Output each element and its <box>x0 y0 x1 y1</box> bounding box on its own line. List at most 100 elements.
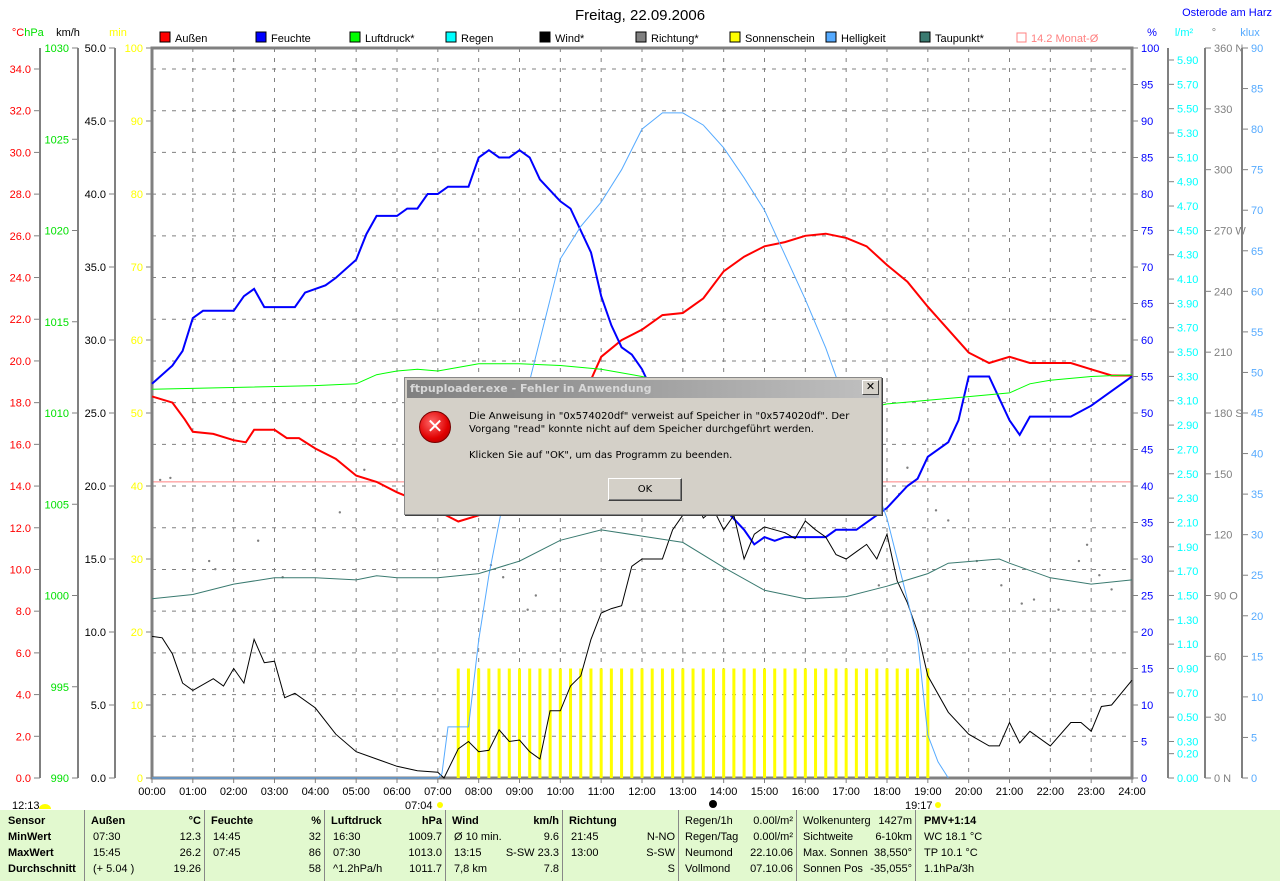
legend-swatch <box>919 31 931 43</box>
pmv-column: PMV+1:14 WC 18.1 °C TP 10.1 °C 1.1hPa/3h <box>915 810 1280 881</box>
sunshine-bar <box>732 668 736 778</box>
label: Vollmond <box>685 863 731 875</box>
tick-label: 5.70 <box>1177 79 1198 91</box>
column-aussen: Außen °C 07:30 12.3 15:45 26.2 (+ 5.04 ) 19.26 <box>84 810 205 881</box>
column-heading: Wind <box>452 815 479 827</box>
dialog-message: Die Anweisung in "0x574020df" verweist a… <box>469 410 874 462</box>
axis-unit: °C <box>12 27 24 39</box>
sunshine-bar <box>579 668 583 778</box>
legend: Außen Feuchte Luftdruck* Regen Wind* Richtung… <box>159 31 1099 45</box>
stat-value: 9.6 <box>543 831 559 843</box>
x-tick-label: 02:00 <box>220 786 248 798</box>
tick-label: 2.50 <box>1177 469 1198 481</box>
sunshine-bar <box>518 668 521 778</box>
tick-label: 35 <box>1141 518 1153 530</box>
legend-item-7: Helligkeit <box>825 31 886 45</box>
stat-value: S <box>667 863 675 875</box>
value: -35,055° <box>870 863 912 875</box>
tick-label: 25.0 <box>85 408 106 420</box>
stat-row: Ø 10 min. 9.6 <box>452 829 559 845</box>
series-taupunkt <box>151 529 1133 600</box>
sunset-icon <box>935 802 941 808</box>
value: 0.00l/m² <box>753 831 793 843</box>
axis-lux: klux 0 5 10 15 20 25 30 35 40 45 50 55 60 65 70 75 80 85 90 <box>1240 27 1263 785</box>
ok-button[interactable]: OK <box>608 478 682 501</box>
x-tick-label: 14:00 <box>710 786 738 798</box>
dialog-title[interactable]: ftpuploader.exe - Fehler in Anwendung <box>407 380 879 398</box>
tick-label: 85 <box>1141 153 1153 165</box>
visibility-row: Sichtweite 6-10km <box>803 829 912 845</box>
value: 07.10.06 <box>750 863 793 875</box>
value: 22.10.06 <box>750 847 793 859</box>
legend-swatch <box>539 31 551 43</box>
direction-point <box>501 576 505 579</box>
x-tick-label: 06:00 <box>383 786 411 798</box>
sunshine-bar <box>844 668 848 778</box>
stat-time: 14:45 <box>213 831 241 843</box>
column-richtung: Richtung 21:45 N-NO 13:00 S-SW S <box>562 810 679 881</box>
tick-label: 75 <box>1251 165 1263 177</box>
direction-point <box>1098 574 1101 577</box>
sunshine-bar <box>487 668 491 778</box>
tick-label: 85 <box>1251 84 1263 96</box>
tick-label: 10 <box>1141 700 1153 712</box>
sunshine-bar <box>650 668 654 778</box>
moonrise-icon <box>39 804 51 809</box>
location-link[interactable]: Osterode am Harz <box>1182 7 1272 19</box>
axis-rain: l/m² 0.00 0.200.30 0.50 0.70 0.90 1.10 1.30 1.50… <box>1167 27 1198 785</box>
stat-value: 12.3 <box>179 831 201 843</box>
stat-time: ^1.2hPa/h <box>333 863 383 875</box>
close-button[interactable]: ✕ <box>862 380 879 395</box>
axis-press: hPa 990 995 1000 1005 1010 1015 1020 1025 1030 <box>24 27 79 785</box>
tick-label: 20.0 <box>10 356 31 368</box>
legend-item-3: Regen <box>445 31 493 45</box>
label: Regen/Tag <box>685 831 739 843</box>
direction-point <box>363 468 366 471</box>
tick-label: 90 <box>131 116 143 128</box>
new-moon-row: Neumond 22.10.06 <box>685 845 793 861</box>
tick-label: 70 <box>1141 262 1153 274</box>
stat-value: 7.8 <box>543 863 559 875</box>
column-heading: Luftdruck <box>331 815 382 827</box>
tick-label: 25 <box>1141 591 1153 603</box>
legend-label: Luftdruck* <box>365 33 415 45</box>
axis-unit: km/h <box>56 27 80 39</box>
sunshine-bar <box>609 668 613 778</box>
tick-label: 5 <box>1141 737 1147 749</box>
tick-label: 12.0 <box>10 523 31 535</box>
x-tick-label: 23:00 <box>1077 786 1105 798</box>
stat-row: ^1.2hPa/h 1011.7 <box>331 861 442 877</box>
sunshine-bar <box>456 668 460 778</box>
stats-table: Sensor MinWert MaxWert Durchschnitt Auße… <box>0 810 1280 881</box>
tick-label: 270 W <box>1214 226 1246 238</box>
sunshine-bar <box>783 668 787 778</box>
tick-label: 3.50 <box>1177 347 1198 359</box>
sunshine-bar <box>854 668 858 778</box>
stat-time: 7,8 km <box>454 863 488 875</box>
tick-label: 90 <box>1141 116 1153 128</box>
tick-label: 1.70 <box>1177 566 1198 578</box>
stat-row: 07:30 12.3 <box>91 829 201 845</box>
value: 1427m <box>878 815 912 827</box>
direction-point <box>1000 584 1003 587</box>
x-tick-label: 21:00 <box>996 786 1024 798</box>
direction-point <box>207 559 211 563</box>
axis-unit: klux <box>1240 27 1260 39</box>
tick-label: 35 <box>1251 489 1263 501</box>
legend-label: Taupunkt* <box>935 33 985 45</box>
direction-point <box>906 466 909 469</box>
column-luftdruck: Luftdruck hPa 16:30 1009.7 07:30 1013.0 ^1.2hP… <box>324 810 446 881</box>
moonrise-time: 12:13 <box>12 800 40 812</box>
legend-item-4: Wind* <box>539 31 585 45</box>
tick-label: 4.70 <box>1177 201 1198 213</box>
stat-time: (+ 5.04 ) <box>93 863 135 875</box>
tick-label: 0 <box>1141 773 1147 785</box>
tick-label: 150 <box>1214 469 1232 481</box>
direction-point <box>1032 598 1036 601</box>
tick-label: 20 <box>131 627 143 639</box>
direction-point <box>534 594 538 597</box>
legend-swatch <box>349 31 361 43</box>
series-helligkeit <box>152 112 949 779</box>
sunrise-icon <box>437 802 443 808</box>
tick-label: 1030 <box>45 43 69 55</box>
